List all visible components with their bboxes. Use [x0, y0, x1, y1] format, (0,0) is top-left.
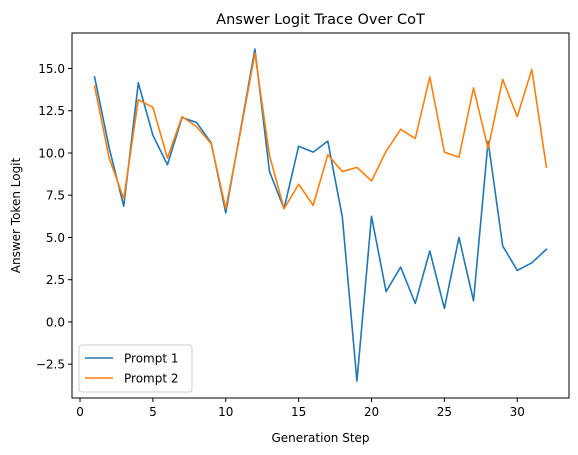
chart-title: Answer Logit Trace Over CoT	[216, 12, 425, 28]
y-tick-label: 15.0	[38, 62, 65, 76]
y-axis: −2.5 0.0 2.5 5.0 7.5 10.0 12.5 15.0	[36, 62, 72, 372]
series-line-prompt-2	[93, 52, 548, 210]
y-tick-label: 12.5	[38, 104, 65, 118]
y-tick-label: 2.5	[46, 273, 65, 287]
legend-label: Prompt 2	[124, 371, 179, 385]
plot-frame	[71, 32, 570, 399]
plot-area	[93, 48, 548, 382]
x-axis-label: Generation Step	[271, 431, 369, 445]
y-tick-label: 5.0	[46, 231, 65, 245]
x-tick-label: 30	[510, 405, 525, 419]
x-tick-label: 5	[149, 405, 157, 419]
x-tick-label: 20	[364, 405, 379, 419]
legend-box	[78, 344, 193, 393]
x-tick-label: 25	[437, 405, 452, 419]
y-tick-label: −2.5	[36, 358, 65, 372]
x-tick-label: 0	[76, 405, 84, 419]
y-tick-label: 10.0	[38, 146, 65, 160]
legend: Prompt 1 Prompt 2	[78, 344, 193, 393]
series-line-prompt-1	[93, 48, 548, 382]
y-axis-label: Answer Token Logit	[9, 157, 23, 273]
x-tick-label: 15	[291, 405, 306, 419]
x-tick-label: 10	[218, 405, 233, 419]
y-tick-label: 0.0	[46, 315, 65, 329]
x-axis: 0 5 10 15 20 25 30	[76, 398, 525, 419]
y-tick-label: 7.5	[46, 189, 65, 203]
legend-label: Prompt 1	[124, 351, 179, 365]
